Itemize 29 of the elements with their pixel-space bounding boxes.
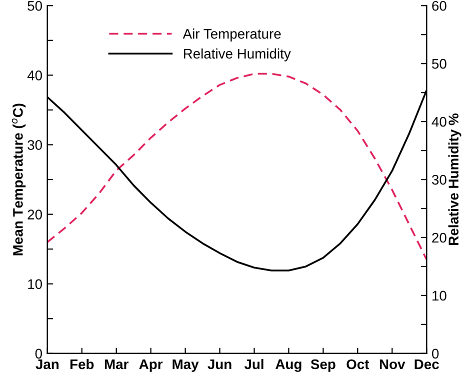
x-tick-label: Jun — [208, 359, 232, 370]
x-tick-label: Jan — [36, 359, 59, 370]
y2-tick-label: 40 — [432, 116, 446, 127]
x-tick-label: Jul — [244, 358, 264, 370]
y2-tick-label: 20 — [432, 232, 446, 243]
y-tick-label: 0 — [35, 348, 42, 359]
y2-tick-label: 10 — [432, 290, 446, 301]
x-tick-label: Sep — [310, 359, 336, 372]
x-tick-label: Aug — [276, 359, 302, 372]
x-tick-label: Mar — [104, 359, 128, 370]
x-tick-label: Dec — [414, 359, 439, 370]
x-tick-label: May — [172, 359, 199, 372]
x-tick-label: Apr — [139, 359, 163, 372]
x-tick-label: Nov — [380, 359, 406, 370]
y-tick-label: 10 — [28, 279, 42, 290]
y-tick-label: 30 — [28, 140, 42, 150]
legend-label: Relative Humidity — [184, 48, 291, 62]
x-tick-label: Feb — [70, 358, 94, 370]
y2-axis-title: Relative Humidity % — [448, 114, 462, 245]
y-tick-label: 40 — [27, 70, 42, 80]
y-tick-label: 50 — [28, 0, 42, 11]
y-tick-label: 20 — [28, 210, 42, 220]
y2-tick-label: 0 — [432, 348, 439, 359]
y2-tick-label: 50 — [432, 58, 446, 69]
x-tick-label: Oct — [346, 359, 370, 370]
y-axis-title: Mean Temperature ($^{o}$C) — [12, 104, 26, 256]
y2-tick-label: 60 — [432, 0, 446, 11]
legend-label: Air Temperature — [182, 28, 281, 42]
y2-tick-label: 30 — [432, 174, 446, 185]
